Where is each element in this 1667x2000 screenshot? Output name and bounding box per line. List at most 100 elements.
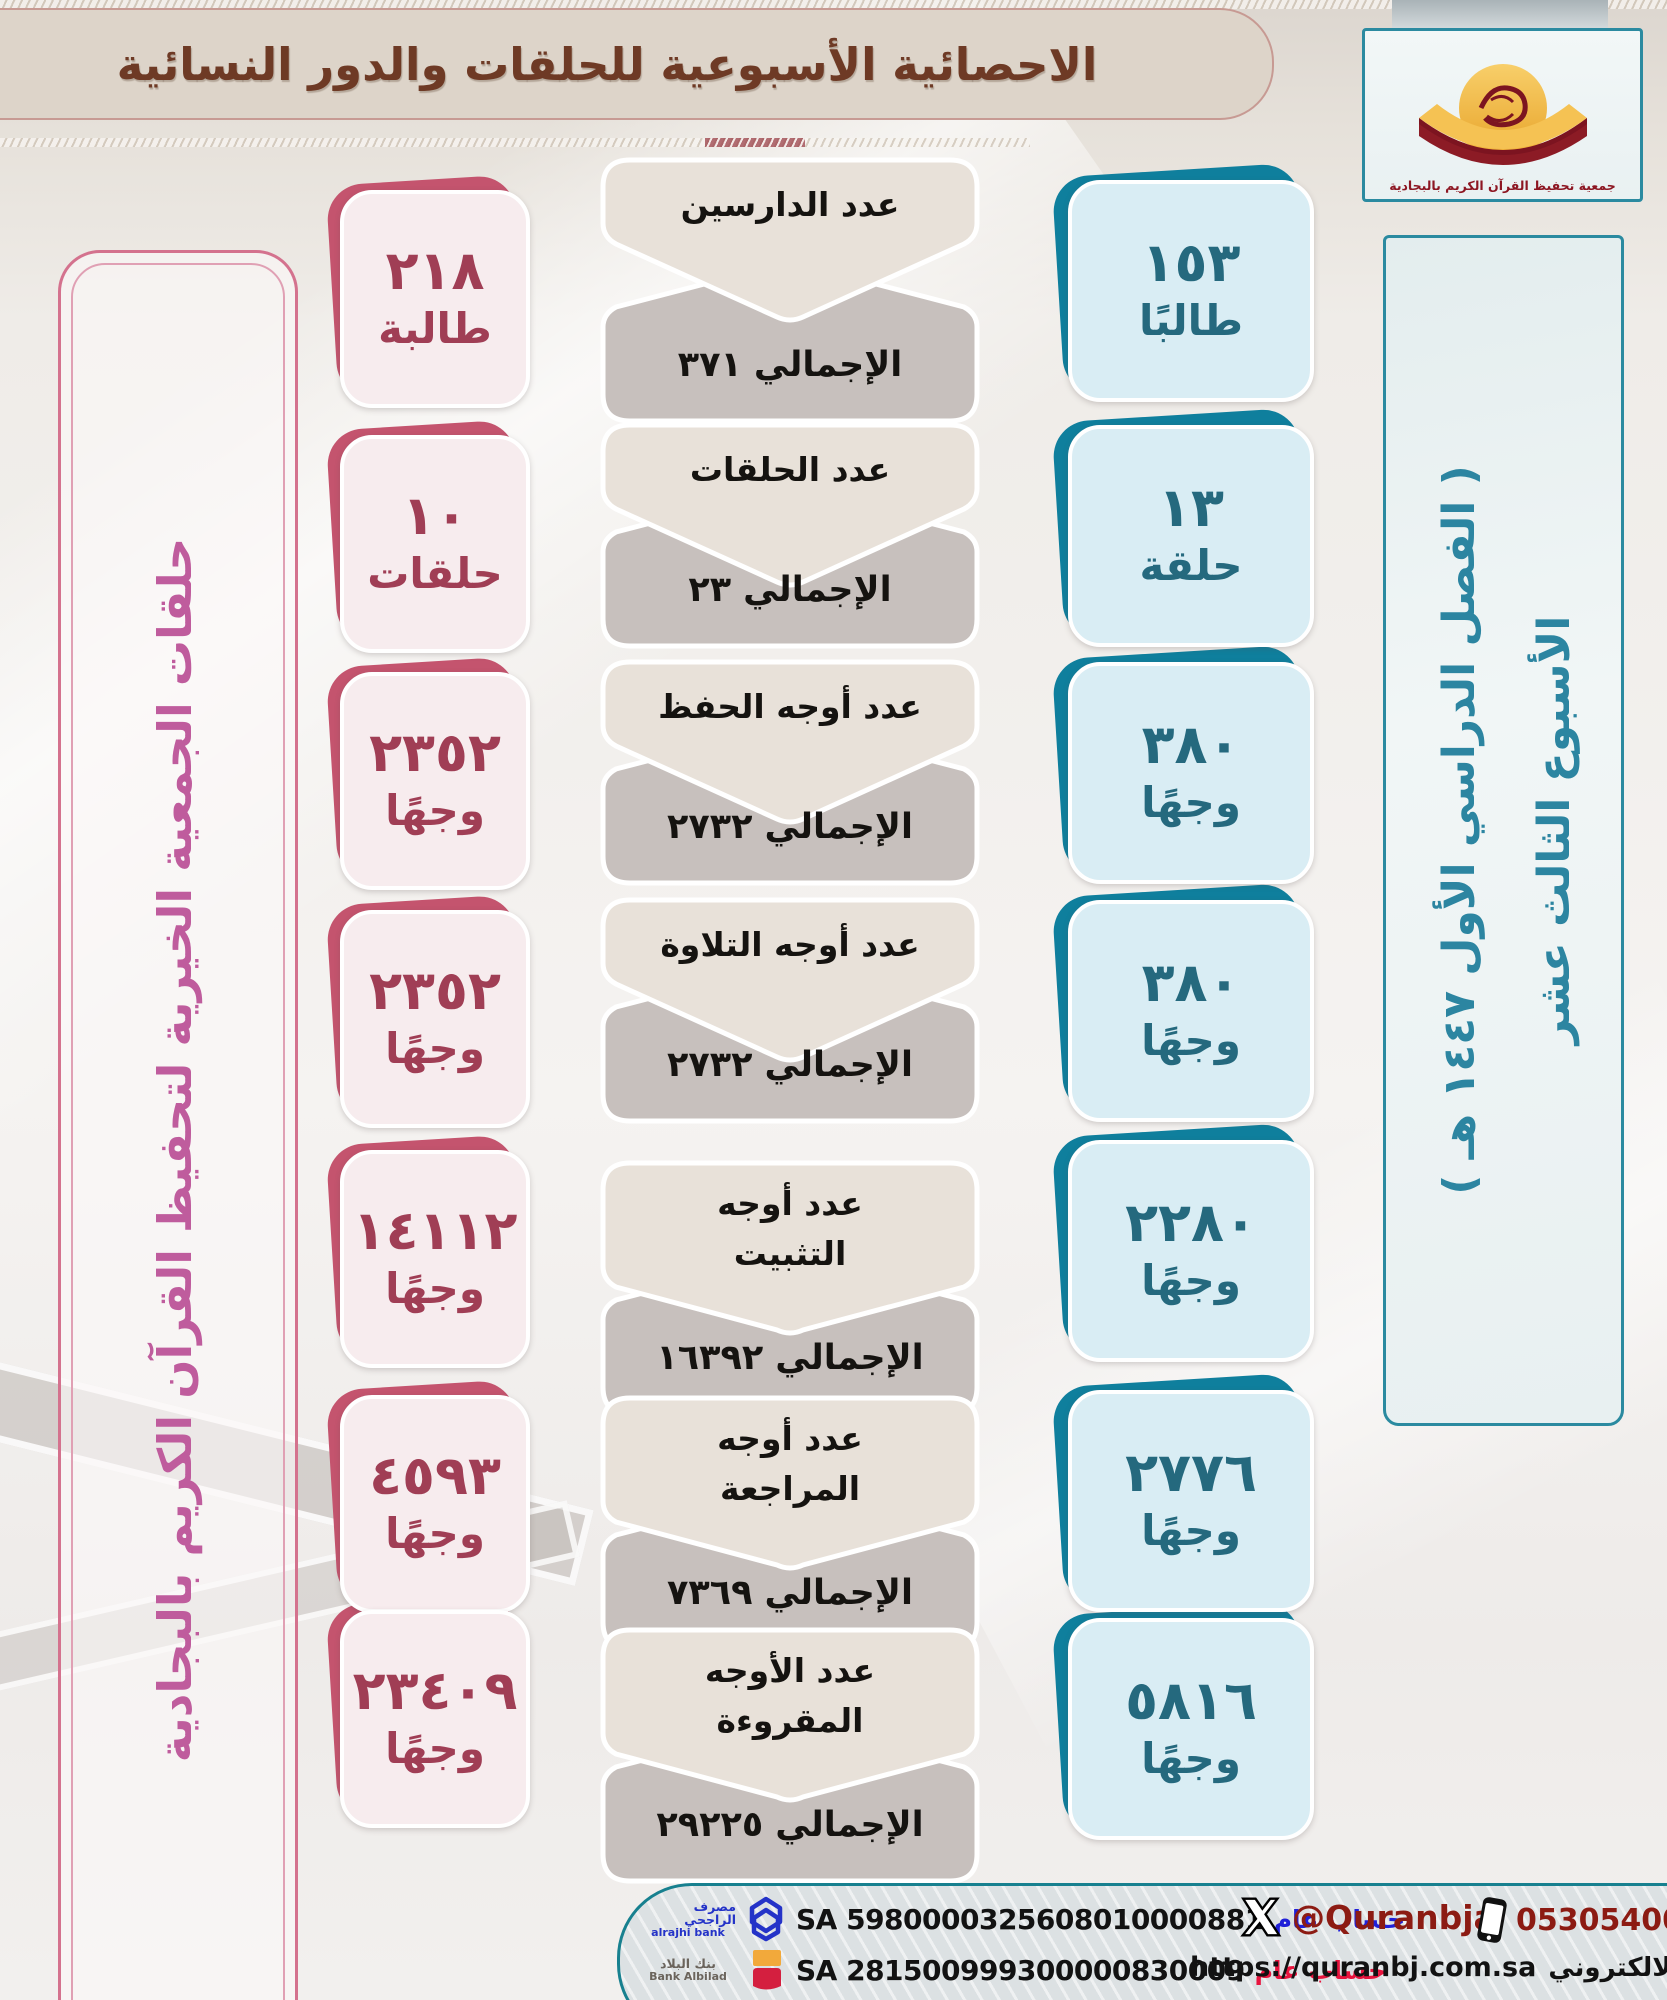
stat-value: ١٠ (402, 484, 468, 547)
account-label: حساب عام (1254, 1955, 1387, 1985)
stat-value: ٣٨٠ (1141, 951, 1241, 1014)
x-logo-icon (1240, 1897, 1282, 1937)
store-group: المتجر الالكتروني https://quranbj.com.sa (1190, 1952, 1667, 1983)
total-value: ٢٧٣٢ (667, 1045, 753, 1085)
stat-value: ٢٧٧٦ (1125, 1441, 1257, 1504)
pink-stat-card: ١٠ حلقات (340, 435, 530, 653)
week-label: الأسبوع الثالث عشر (1529, 615, 1580, 1045)
store-label: المتجر الالكتروني (1548, 1952, 1667, 1983)
stat-unit: وجهًا (385, 1024, 485, 1073)
stat-value: ١٥٣ (1141, 231, 1241, 294)
stat-value: ٢٣٥٢ (369, 721, 501, 784)
stat-unit: وجهًا (1141, 1506, 1241, 1555)
twitter-handle[interactable]: @Quranbja (1292, 1897, 1496, 1937)
phone-number: 0530540099 (1516, 1902, 1667, 1938)
stat-unit: حلقات (367, 549, 503, 598)
association-banner (58, 250, 298, 2000)
stat-unit: حلقة (1139, 541, 1243, 590)
association-banner-text: حلقات الجمعية الخيرية لتحفيظ القرآن الكر… (148, 537, 202, 1763)
stat-label: عدد الحلقات (689, 450, 891, 489)
total-value: ٣٧١ (677, 345, 742, 385)
stat-unit: وجهًا (385, 1724, 485, 1773)
total-label: الإجمالي (764, 807, 913, 847)
bank-row-alrajhi: مصرف الراجحي alrajhi bank SA 59800003256… (640, 1896, 1405, 1942)
stat-value: ٢١٨ (385, 239, 485, 302)
bank-name: بنك البلاد Bank Albilad (640, 1957, 736, 1983)
stat-value: ٢٢٨٠ (1125, 1191, 1257, 1254)
top-hatch-stripe (0, 0, 1667, 9)
total-label: الإجمالي (775, 1338, 924, 1378)
stat-unit: وجهًا (385, 1264, 485, 1313)
stat-label: عدد أوجه التلاوة (660, 925, 920, 964)
alrajhi-bank-icon (749, 1896, 783, 1942)
total-label: الإجمالي (743, 570, 892, 610)
bank-row-albilad: بنك البلاد Bank Albilad SA 2815009993000… (640, 1948, 1386, 1992)
stat-total: الإجمالي ٧٣٦٩ (620, 1541, 960, 1645)
phone-icon (1477, 1897, 1507, 1943)
header: الاحصائية الأسبوعية للحلقات والدور النسا… (0, 8, 1274, 120)
stat-unit: طالبًا (1139, 296, 1244, 345)
quran-logo-icon (1418, 64, 1587, 165)
blue-stat-card: ١٥٣ طالبًا (1068, 180, 1314, 402)
stat-label: عدد أوجه المراجعة (717, 1419, 863, 1508)
stat-value: ١٤١١٢ (352, 1199, 518, 1262)
association-banner-border (71, 263, 285, 2000)
store-url[interactable]: https://quranbj.com.sa (1190, 1952, 1537, 1983)
stat-unit: وجهًا (1141, 1016, 1241, 1065)
stat-value: ٥٨١٦ (1125, 1669, 1257, 1732)
pink-stat-card: ٢٣٤٠٩ وجهًا (340, 1610, 530, 1828)
total-value: ٢٧٣٢ (667, 807, 753, 847)
bank-name-en: alrajhi bank (651, 1925, 725, 1939)
pink-stat-card: ٢٣٥٢ وجهًا (340, 910, 530, 1128)
pink-stat-card: ٤٥٩٣ وجهًا (340, 1395, 530, 1613)
stat-value: ١٣ (1158, 476, 1224, 539)
stat-value: ٤٥٩٣ (369, 1444, 501, 1507)
stat-unit: طالبة (378, 304, 492, 353)
stat-value: ٣٨٠ (1141, 713, 1241, 776)
bank-iban: SA 281500999300000830009 (796, 1953, 1245, 1987)
phone-group: 0530540099 (1477, 1896, 1667, 1944)
logo-org-name: جمعية تحفيظ القرآن الكريم بالبجادية (1389, 178, 1616, 193)
semester-label: ( الفصل الدراسي الأول ١٤٤٧ هـ ) (1434, 465, 1485, 1195)
total-label: الإجمالي (753, 345, 903, 385)
total-label: الإجمالي (764, 1573, 913, 1613)
total-label: الإجمالي (775, 1805, 924, 1845)
pink-stat-card: ٢١٨ طالبة (340, 190, 530, 408)
stat-unit: وجهًا (1141, 778, 1241, 827)
blue-stat-card: ١٣ حلقة (1068, 425, 1314, 647)
stat-unit: وجهًا (385, 786, 485, 835)
total-value: ٢٩٢٢٥ (656, 1805, 764, 1845)
stat-total: الإجمالي ٢٩٢٢٥ (620, 1773, 960, 1877)
pink-stat-card: ١٤١١٢ وجهًا (340, 1150, 530, 1368)
total-value: ٢٣ (688, 570, 732, 610)
logo-tab (1392, 0, 1608, 32)
stat-value: ٢٣٤٠٩ (352, 1659, 518, 1722)
page-title: الاحصائية الأسبوعية للحلقات والدور النسا… (116, 37, 1098, 91)
pink-stat-card: ٢٣٥٢ وجهًا (340, 672, 530, 890)
total-label: الإجمالي (764, 1045, 913, 1085)
stat-unit: وجهًا (1141, 1256, 1241, 1305)
bank-name-en: Bank Albilad (649, 1970, 727, 1983)
stat-total: الإجمالي ٣٧١ (620, 313, 960, 417)
blue-stat-card: ٢٧٧٦ وجهًا (1068, 1390, 1314, 1612)
bank-iban: SA 5980000325608010000881 (796, 1902, 1264, 1936)
blue-stat-card: ٥٨١٦ وجهًا (1068, 1618, 1314, 1840)
logo-card: جمعية تحفيظ القرآن الكريم بالبجادية (1362, 28, 1643, 202)
stat-unit: وجهًا (385, 1509, 485, 1558)
blue-stat-card: ٣٨٠ وجهًا (1068, 662, 1314, 884)
semester-banner-text: ( الفصل الدراسي الأول ١٤٤٧ هـ ) الأسبوع … (1412, 330, 1602, 1330)
semester-banner (1383, 235, 1624, 1426)
total-value: ٧٣٦٩ (667, 1573, 753, 1613)
stat-total: الإجمالي ٢٧٣٢ (620, 775, 960, 879)
stat-label: عدد الدارسين (680, 185, 900, 224)
stat-total: الإجمالي ١٦٣٩٢ (620, 1306, 960, 1410)
twitter-group: @Quranbja (1240, 1896, 1496, 1938)
bank-name: مصرف الراجحي alrajhi bank (640, 1900, 736, 1939)
blue-stat-card: ٢٢٨٠ وجهًا (1068, 1140, 1314, 1362)
account-label: حساب عام (1273, 1904, 1406, 1934)
bank-name-ar: بنك البلاد (660, 1956, 716, 1971)
albilad-bank-icon (753, 1950, 781, 1990)
stat-total: الإجمالي ٢٧٣٢ (620, 1013, 960, 1117)
stat-total: الإجمالي ٢٣ (620, 538, 960, 642)
stat-label: عدد الأوجه المقروءة (704, 1651, 876, 1740)
